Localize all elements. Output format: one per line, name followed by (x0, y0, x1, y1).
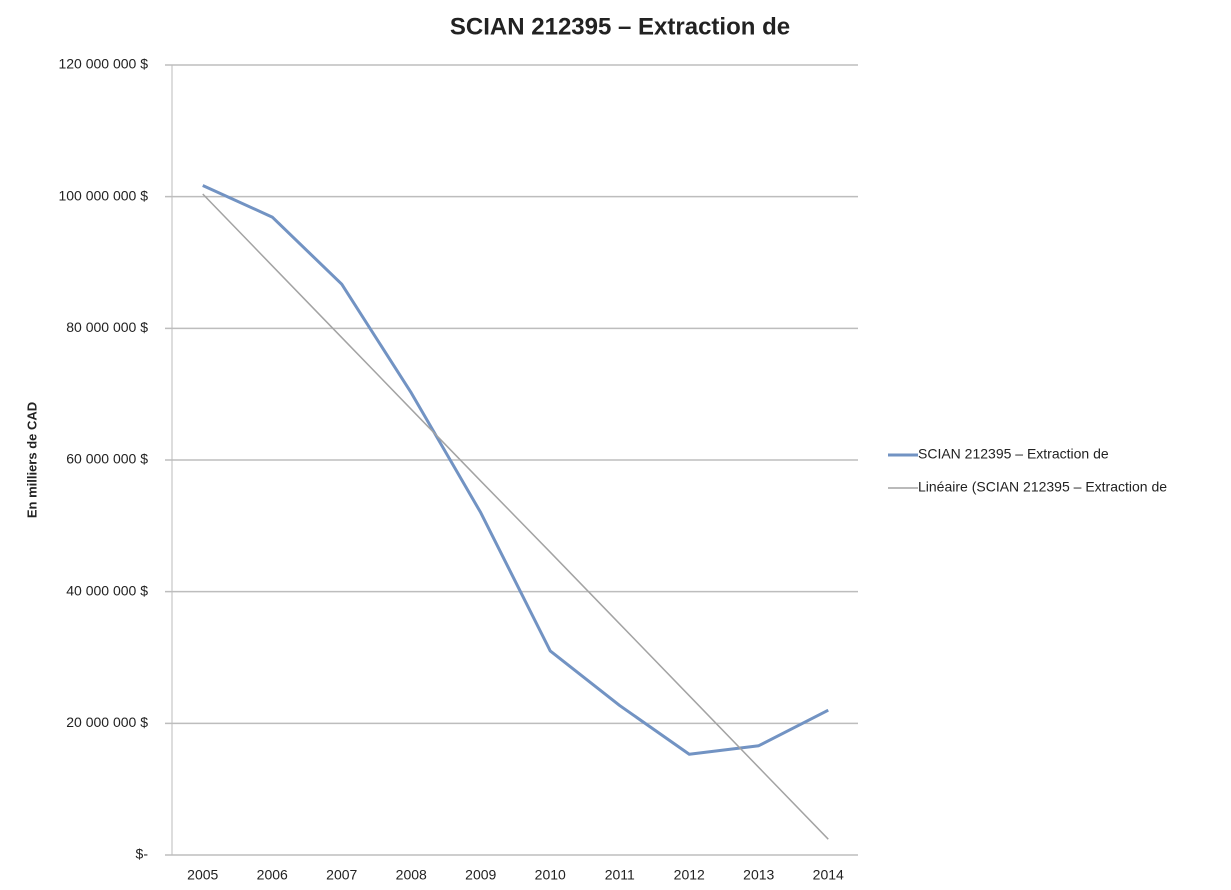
x-tick-label: 2010 (535, 867, 566, 883)
x-tick-label: 2008 (396, 867, 427, 883)
series-line (202, 184, 829, 756)
y-tick-label: 40 000 000 $ (66, 582, 148, 598)
y-tick-label: 100 000 000 $ (58, 187, 148, 203)
x-tick-label: 2006 (257, 867, 288, 883)
chart-title: SCIAN 212395 – Extraction de (450, 13, 790, 40)
y-tick-label: 80 000 000 $ (66, 319, 148, 335)
x-tick-label: 2011 (605, 867, 635, 883)
x-tick-label: 2013 (743, 867, 774, 883)
x-tick-label: 2012 (674, 867, 705, 883)
x-tick-label: 2005 (187, 867, 218, 883)
y-tick-label: 120 000 000 $ (58, 56, 148, 72)
x-tick-label: 2014 (813, 867, 844, 883)
x-tick-label: 2007 (326, 867, 357, 883)
y-tick-label: 60 000 000 $ (66, 451, 148, 467)
y-tick-label: $- (136, 846, 149, 862)
series-line (202, 193, 829, 840)
legend-label: SCIAN 212395 – Extraction de (918, 446, 1109, 462)
legend-label: Linéaire (SCIAN 212395 – Extraction de (918, 479, 1167, 495)
y-axis-title: En milliers de CAD (24, 402, 39, 518)
y-tick-label: 20 000 000 $ (66, 714, 148, 730)
x-tick-label: 2009 (465, 867, 496, 883)
